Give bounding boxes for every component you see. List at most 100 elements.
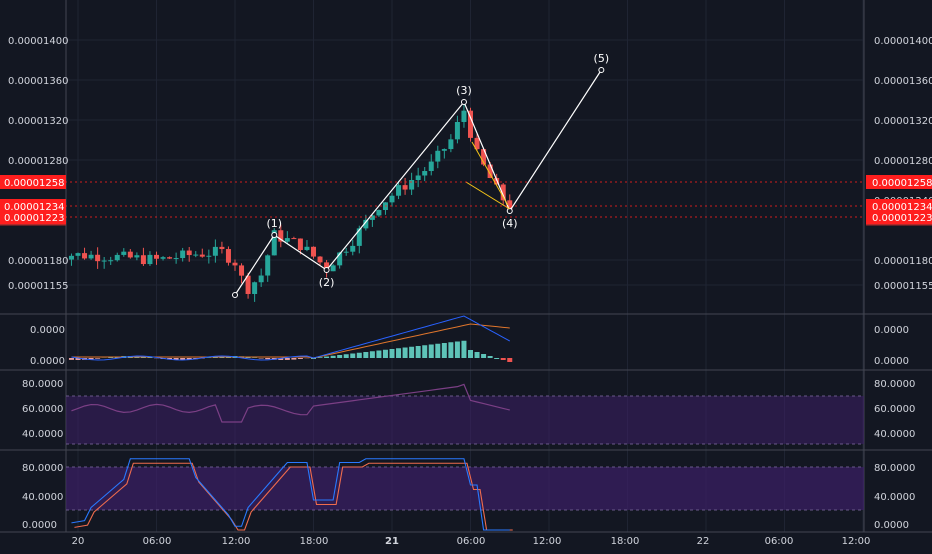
candle-body[interactable] [128,252,133,258]
macd-bar [442,343,447,358]
macd-bar [344,354,349,358]
candle-body[interactable] [147,255,152,264]
candle-body[interactable] [174,258,179,259]
candle-body[interactable] [435,151,440,162]
candle-body[interactable] [226,249,231,263]
candle-body[interactable] [206,256,211,257]
left-price-tick: 0.00001280 [8,156,68,167]
candle-body[interactable] [115,255,120,260]
candle-body[interactable] [69,256,74,260]
candle-body[interactable] [108,260,113,261]
right-price-tag-label: 0.00001258 [872,178,932,189]
macd-bar [488,356,493,358]
candle-body[interactable] [409,180,414,190]
candle-body[interactable] [448,139,453,149]
candle-body[interactable] [161,257,166,259]
stoch-left-tick: 0.0000 [22,520,57,531]
wave-point[interactable] [507,209,512,214]
macd-bar [475,352,480,358]
candle-body[interactable] [350,246,355,252]
candle-body[interactable] [422,171,427,175]
candle-body[interactable] [344,252,349,253]
candle-body[interactable] [102,261,107,262]
left-price-tag-label: 0.00001223 [4,213,64,224]
macd-bar [331,356,336,358]
macd-bar [481,354,486,358]
candle-body[interactable] [95,255,100,261]
candle-body[interactable] [233,263,238,266]
rsi-right-tick: 80.0000 [874,379,915,390]
wave-point[interactable] [324,268,329,273]
wave-point[interactable] [461,100,466,105]
candle-body[interactable] [357,228,362,246]
wave-point[interactable] [233,293,238,298]
candle-body[interactable] [390,196,395,203]
time-tick: 18:00 [611,536,640,547]
candle-body[interactable] [252,282,257,294]
candle-body[interactable] [396,185,401,196]
right-price-tick: 0.00001280 [874,156,932,167]
candle-body[interactable] [213,247,218,256]
candle-body[interactable] [285,238,290,242]
time-tick: 21 [385,536,399,547]
stoch-right-tick: 40.0000 [874,492,915,503]
candle-body[interactable] [259,276,264,283]
macd-bar [501,358,506,360]
candle-body[interactable] [331,265,336,271]
left-price-tick: 0.00001400 [8,36,68,47]
candle-body[interactable] [141,255,146,264]
candle-body[interactable] [219,247,224,249]
right-price-tick: 0.00001180 [874,256,932,267]
macd-bar [363,352,368,358]
candle-body[interactable] [416,175,421,180]
wave-label: (5) [594,52,610,65]
candle-body[interactable] [304,247,309,250]
stoch-left-tick: 40.0000 [22,492,63,503]
candle-body[interactable] [134,255,139,257]
candle-body[interactable] [76,253,81,256]
macd-bar [285,358,290,360]
macd-right-tick: 0.0000 [874,325,909,336]
rsi-left-tick: 60.0000 [22,404,63,415]
right-price-tick: 0.00001155 [874,281,932,292]
candle-body[interactable] [180,251,185,259]
stoch-right-tick: 0.0000 [874,520,909,531]
candle-body[interactable] [298,239,303,250]
macd-bar [409,347,414,358]
candle-body[interactable] [193,255,198,256]
candle-body[interactable] [461,111,466,122]
candle-body[interactable] [442,149,447,151]
candle-body[interactable] [89,255,94,259]
candle-body[interactable] [121,252,126,255]
candle-body[interactable] [376,210,381,215]
stoch-band [66,467,864,510]
candle-body[interactable] [187,251,192,256]
candle-body[interactable] [291,238,296,239]
left-price-tick: 0.00001320 [8,116,68,127]
wave-label: (2) [319,276,335,289]
candle-body[interactable] [200,255,205,257]
wave-point[interactable] [272,233,277,238]
wave-point[interactable] [599,68,604,73]
candle-body[interactable] [403,185,408,189]
candle-body[interactable] [154,255,159,259]
candle-body[interactable] [318,257,323,263]
macd-left-tick: 0.0000 [30,356,65,367]
candle-body[interactable] [239,265,244,275]
candle-body[interactable] [167,257,172,258]
candle-body[interactable] [429,162,434,171]
time-tick: 20 [72,536,85,547]
candle-body[interactable] [265,255,270,275]
macd-bar [507,358,512,362]
macd-bar [324,357,329,359]
macd-bar [468,350,473,358]
macd-bar [357,353,362,358]
macd-bar [291,358,296,360]
candle-body[interactable] [82,253,87,258]
candle-body[interactable] [311,247,316,257]
macd-bar [390,349,395,358]
macd-bar [350,354,355,359]
candle-body[interactable] [455,122,460,139]
